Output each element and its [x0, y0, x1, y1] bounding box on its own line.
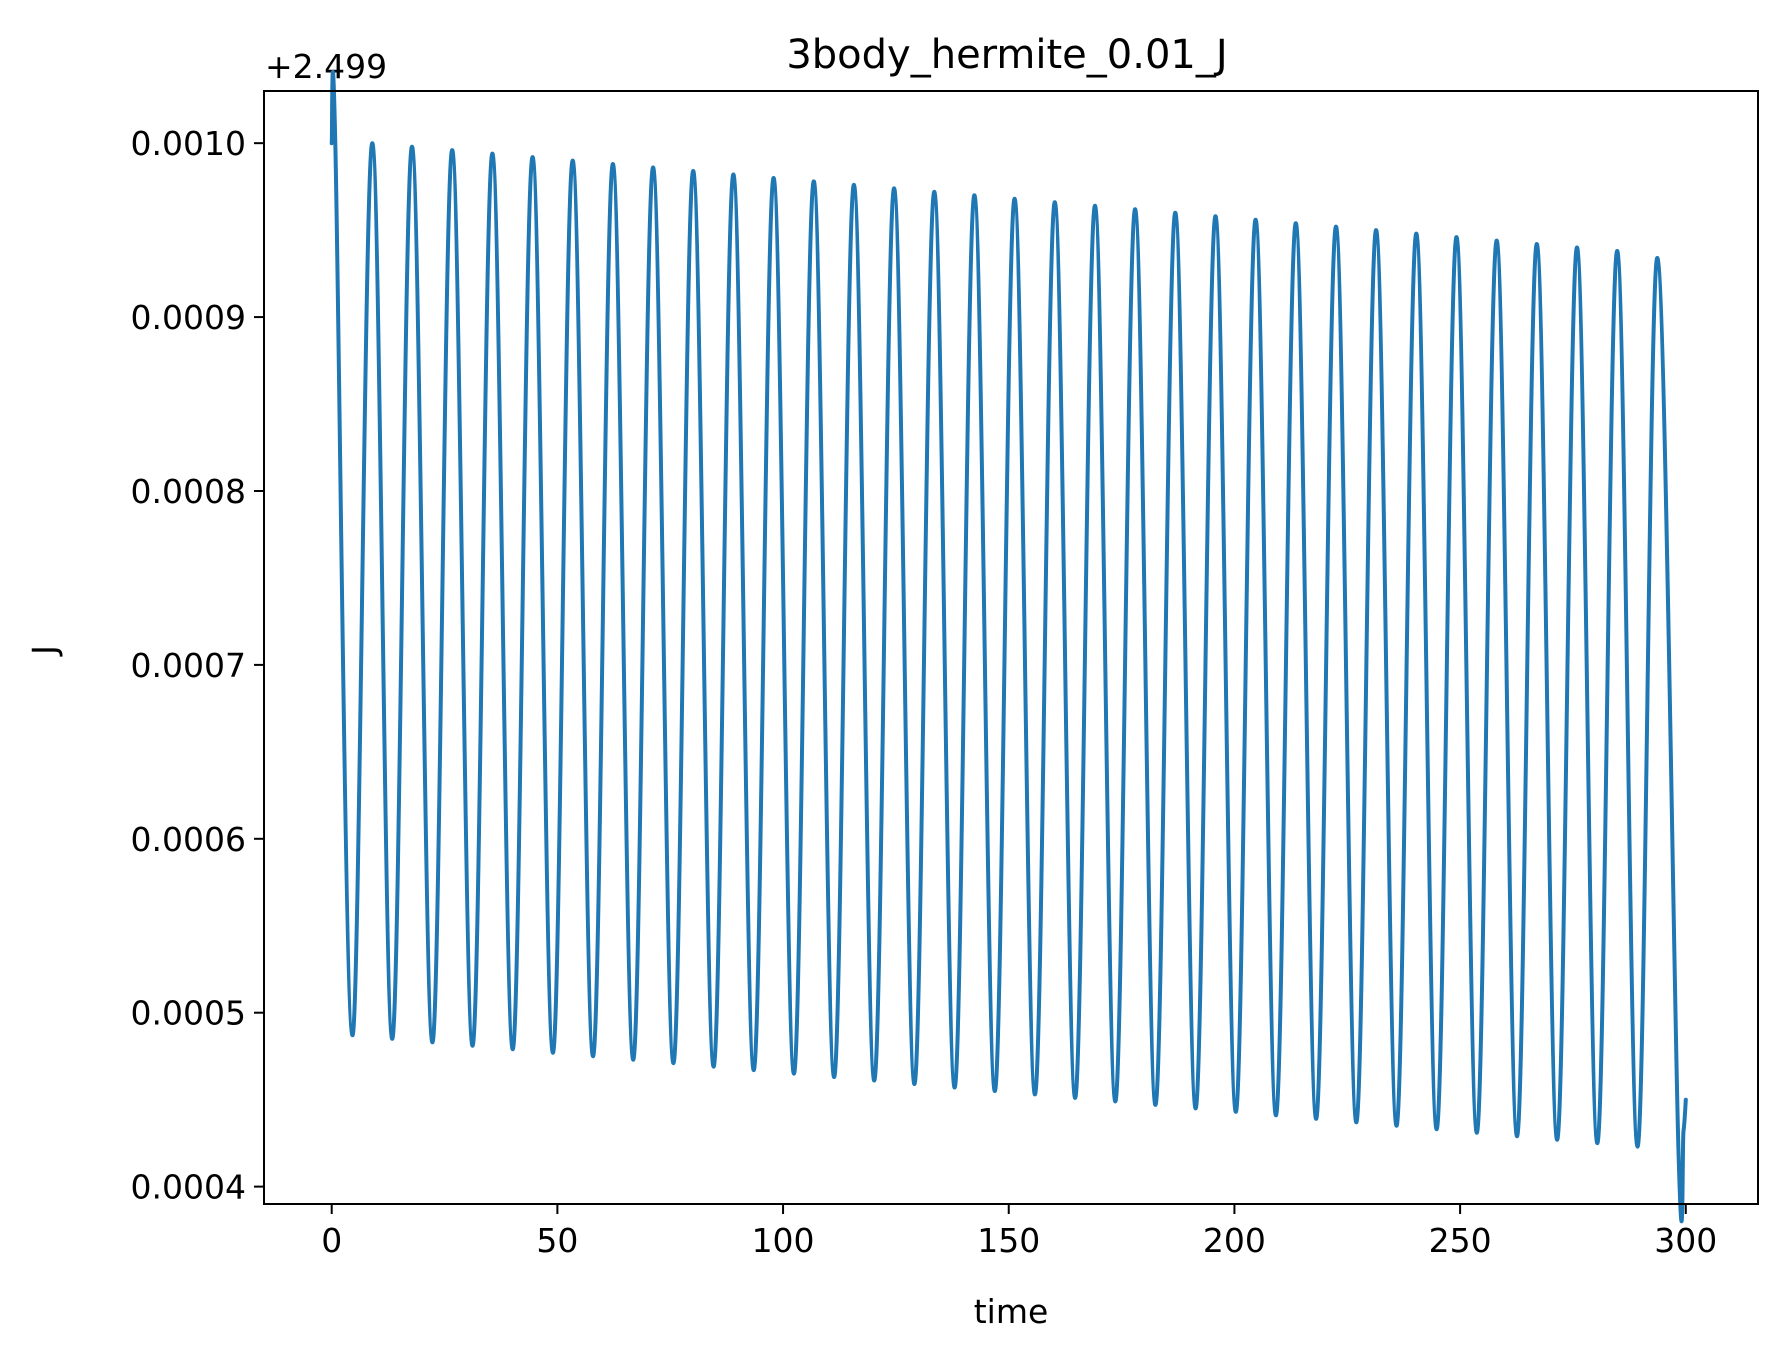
x-tick-label: 250	[1429, 1221, 1492, 1260]
x-tick-label: 100	[752, 1221, 815, 1260]
chart-title: 3body_hermite_0.01_J	[786, 32, 1227, 78]
axes-frame	[263, 90, 1759, 1205]
x-axis-label: time	[974, 1292, 1049, 1331]
y-axis-ticks: 0.0004 0.0005 0.0006 0.0007 0.0008 0.0009 0.00…	[131, 124, 264, 1207]
y-offset-label: +2.499	[265, 47, 387, 86]
y-tick-label: 0.0006	[131, 820, 246, 859]
y-axis-label: J	[25, 645, 64, 657]
x-axis-ticks: 0 50 100 150 200 250 300	[321, 1204, 1717, 1260]
y-tick-label: 0.0007	[131, 646, 246, 685]
y-tick-label: 0.0004	[131, 1168, 246, 1207]
y-tick-label: 0.0010	[131, 124, 246, 163]
y-tick-label: 0.0005	[131, 994, 246, 1033]
plot-area	[329, 69, 1688, 1224]
x-tick-label: 50	[536, 1221, 578, 1260]
series-line	[329, 69, 1688, 1224]
y-tick-label: 0.0009	[131, 298, 246, 337]
x-tick-label: 300	[1654, 1221, 1717, 1260]
x-tick-label: 200	[1203, 1221, 1266, 1260]
y-tick-label: 0.0008	[131, 472, 246, 511]
x-tick-label: 0	[321, 1221, 342, 1260]
x-tick-label: 150	[977, 1221, 1040, 1260]
